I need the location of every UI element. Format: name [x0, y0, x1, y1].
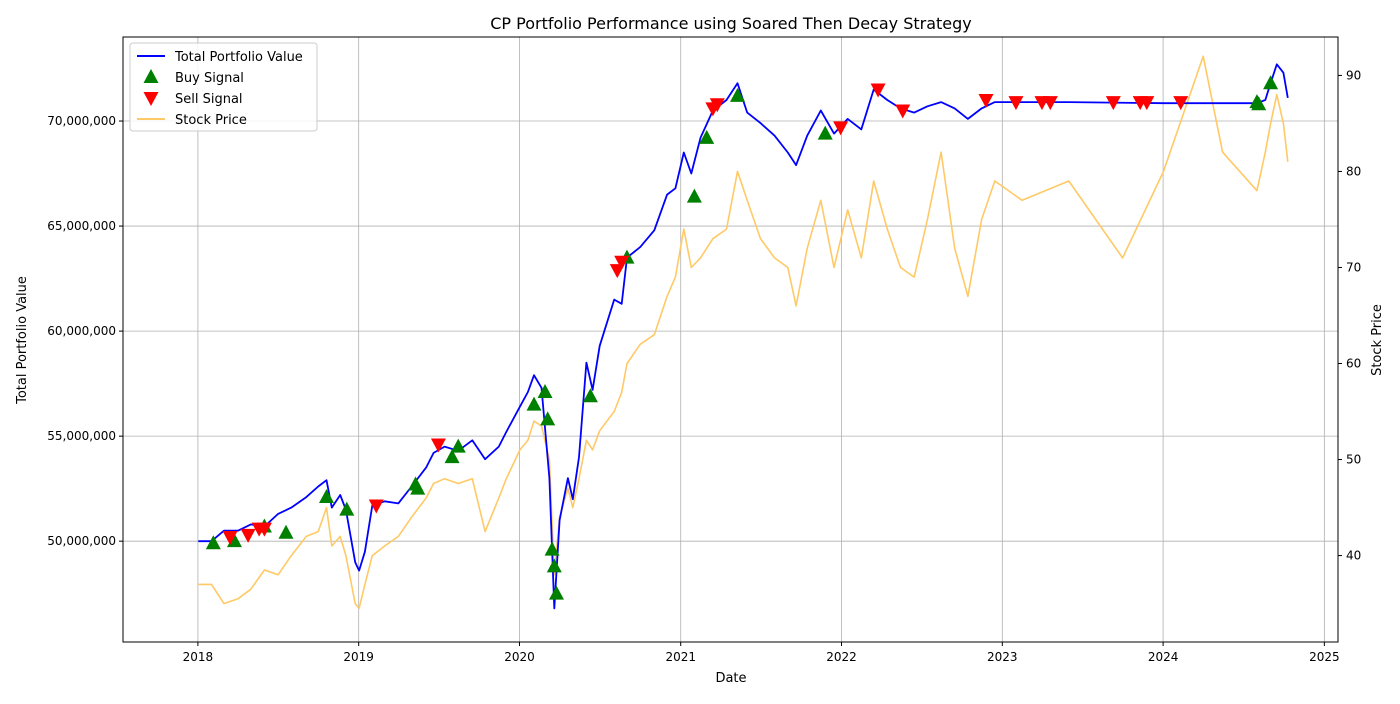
y-tick-label: 70,000,000 — [47, 114, 116, 128]
sell-signal-marker — [256, 522, 272, 537]
buy-signal-marker — [582, 388, 598, 403]
buy-signal-marker — [817, 125, 833, 140]
y-right-tick-label: 50 — [1346, 453, 1361, 467]
sell-signal-marker — [709, 98, 725, 113]
sell-signal-marker — [895, 104, 911, 119]
axes: 2018 2019 2020 2021 2022 2023 2024 2025 50,000,0… — [47, 68, 1361, 664]
y-right-tick-label: 40 — [1346, 549, 1361, 563]
x-tick-label: 2023 — [987, 650, 1018, 664]
x-tick-label: 2025 — [1309, 650, 1340, 664]
buy-signal-marker — [1263, 75, 1279, 90]
stock-price-line — [198, 55, 1289, 610]
buy-signal-marker — [546, 558, 562, 573]
buy-signal-marker — [686, 188, 702, 203]
buy-signal-marker — [526, 396, 542, 411]
buy-signal-marker — [278, 524, 294, 539]
x-axis-label: Date — [715, 671, 746, 686]
legend-label-stock-price: Stock Price — [175, 113, 247, 128]
sell-signal-marker — [1105, 96, 1121, 111]
legend-swatch-buy-signal — [143, 69, 159, 83]
x-tick-label: 2018 — [183, 650, 214, 664]
y-right-tick-label: 90 — [1346, 68, 1361, 82]
y-axis-label: Total Portfolio Value — [15, 276, 30, 405]
sell-signal-marker — [240, 528, 256, 543]
portfolio-value-series — [198, 63, 1289, 610]
sell-signal-marker — [1042, 96, 1058, 111]
plot-frame — [122, 36, 1339, 643]
x-tick-label: 2024 — [1148, 650, 1179, 664]
chart-title: CP Portfolio Performance using Soared Th… — [490, 14, 972, 33]
buy-signal-marker — [544, 541, 560, 556]
buy-signal-marker — [730, 87, 746, 102]
buy-signal-marker — [537, 384, 553, 399]
sell-signal-marker — [1008, 96, 1024, 111]
sell-signal-marker — [833, 121, 849, 136]
y-tick-label: 65,000,000 — [47, 219, 116, 233]
stock-price-series — [198, 55, 1289, 610]
y-tick-label: 60,000,000 — [47, 324, 116, 338]
sell-signal-marker — [368, 499, 384, 514]
buy-signal-marker — [699, 129, 715, 144]
x-tick-label: 2019 — [343, 650, 374, 664]
buy-signal-marker — [1251, 96, 1267, 111]
legend: Total Portfolio Value Buy Signal Sell Sign… — [129, 42, 318, 132]
legend-swatch-sell-signal — [143, 92, 159, 106]
x-tick-label: 2021 — [665, 650, 696, 664]
sell-signal-marker — [222, 530, 238, 545]
buy-signal-marker — [410, 480, 426, 495]
legend-label-sell-signal: Sell Signal — [175, 92, 243, 107]
y-right-tick-label: 80 — [1346, 164, 1361, 178]
y-tick-label: 50,000,000 — [47, 534, 116, 548]
grid — [123, 37, 1338, 642]
legend-label-buy-signal: Buy Signal — [175, 71, 244, 86]
signal-markers — [205, 75, 1279, 600]
sell-signal-marker — [1173, 96, 1189, 111]
y-axis-label-right: Stock Price — [1370, 304, 1385, 376]
legend-label-portfolio-value: Total Portfolio Value — [174, 50, 303, 65]
sell-signal-marker — [430, 438, 446, 453]
x-tick-label: 2022 — [826, 650, 857, 664]
sell-signal-marker — [870, 83, 886, 98]
buy-signal-marker — [548, 585, 564, 600]
sell-signal-marker — [1139, 96, 1155, 111]
sell-signal-marker — [614, 255, 630, 270]
buy-signal-marker — [540, 411, 556, 426]
x-tick-label: 2020 — [504, 650, 535, 664]
buy-signal-marker — [319, 489, 335, 504]
y-tick-label: 55,000,000 — [47, 429, 116, 443]
y-right-tick-label: 70 — [1346, 260, 1361, 274]
y-right-tick-label: 60 — [1346, 357, 1361, 371]
buy-signal-marker — [450, 438, 466, 453]
buy-signal-marker — [205, 535, 221, 550]
buy-signal-marker — [339, 501, 355, 516]
portfolio-value-line — [198, 63, 1289, 610]
buy-signal-marker — [444, 449, 460, 464]
sell-signal-marker — [978, 94, 994, 109]
legend-box — [129, 42, 318, 132]
